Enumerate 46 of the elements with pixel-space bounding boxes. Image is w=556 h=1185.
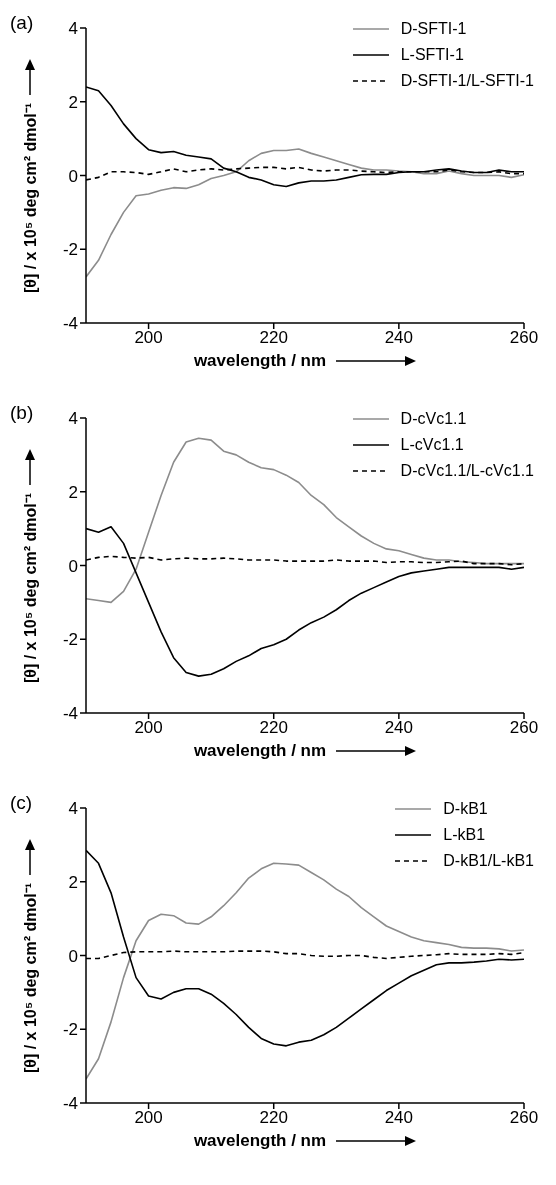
x-tick-label: 260	[509, 328, 539, 348]
y-tick-label: 0	[68, 946, 78, 966]
y-tick-label: -4	[62, 1094, 78, 1114]
line-series	[86, 148, 524, 278]
x-tick-label: 260	[509, 718, 539, 738]
x-tick-label: 200	[134, 328, 163, 348]
x-tick-label: 220	[259, 1108, 288, 1128]
x-tick-label: 220	[259, 328, 288, 348]
x-tick-label: 200	[134, 1108, 163, 1128]
y-tick-label: 2	[68, 482, 78, 502]
legend-label: L-SFTI-1	[400, 45, 464, 65]
x-tick-label: 200	[134, 718, 163, 738]
y-tick-label: 0	[68, 556, 78, 576]
y-tick-label: 4	[68, 19, 78, 39]
x-axis-title: wavelength / nm	[193, 1131, 327, 1151]
x-tick-label: 240	[384, 328, 414, 348]
y-tick-label: -4	[62, 314, 78, 334]
legend-label: L-kB1	[443, 825, 486, 845]
x-tick-label: 240	[384, 1108, 414, 1128]
y-tick-label: 4	[68, 409, 78, 429]
y-tick-label: -4	[62, 704, 78, 724]
y-axis-title: [θ] / x 10⁵ deg cm² dmol⁻¹	[21, 102, 40, 293]
legend-label: L-cVc1.1	[400, 435, 464, 455]
y-tick-label: -2	[62, 1020, 78, 1040]
legend-label: D-kB1	[443, 799, 488, 819]
x-tick-label: 260	[509, 1108, 539, 1128]
legend-label: D-kB1/L-kB1	[443, 851, 534, 871]
chart-title: (a)	[10, 12, 34, 34]
y-tick-label: 4	[68, 799, 78, 819]
y-tick-label: -2	[62, 240, 78, 260]
y-axis-title: [θ] / x 10⁵ deg cm² dmol⁻¹	[21, 882, 40, 1073]
legend-label: D-cVc1.1	[400, 409, 467, 429]
legend-label: D-SFTI-1	[400, 19, 467, 39]
y-tick-label: 0	[68, 166, 78, 186]
y-axis-title: [θ] / x 10⁵ deg cm² dmol⁻¹	[21, 492, 40, 683]
y-tick-label: 2	[68, 872, 78, 892]
x-axis-title: wavelength / nm	[193, 741, 327, 761]
x-tick-label: 240	[384, 718, 414, 738]
chart-title: (c)	[10, 792, 33, 814]
chart-title: (b)	[10, 402, 34, 424]
legend-label: D-SFTI-1/L-SFTI-1	[400, 71, 534, 91]
x-axis-title: wavelength / nm	[193, 351, 327, 371]
legend-label: D-cVc1.1/L-cVc1.1	[400, 461, 534, 481]
y-tick-label: 2	[68, 92, 78, 112]
y-tick-label: -2	[62, 630, 78, 650]
x-tick-label: 220	[259, 718, 288, 738]
